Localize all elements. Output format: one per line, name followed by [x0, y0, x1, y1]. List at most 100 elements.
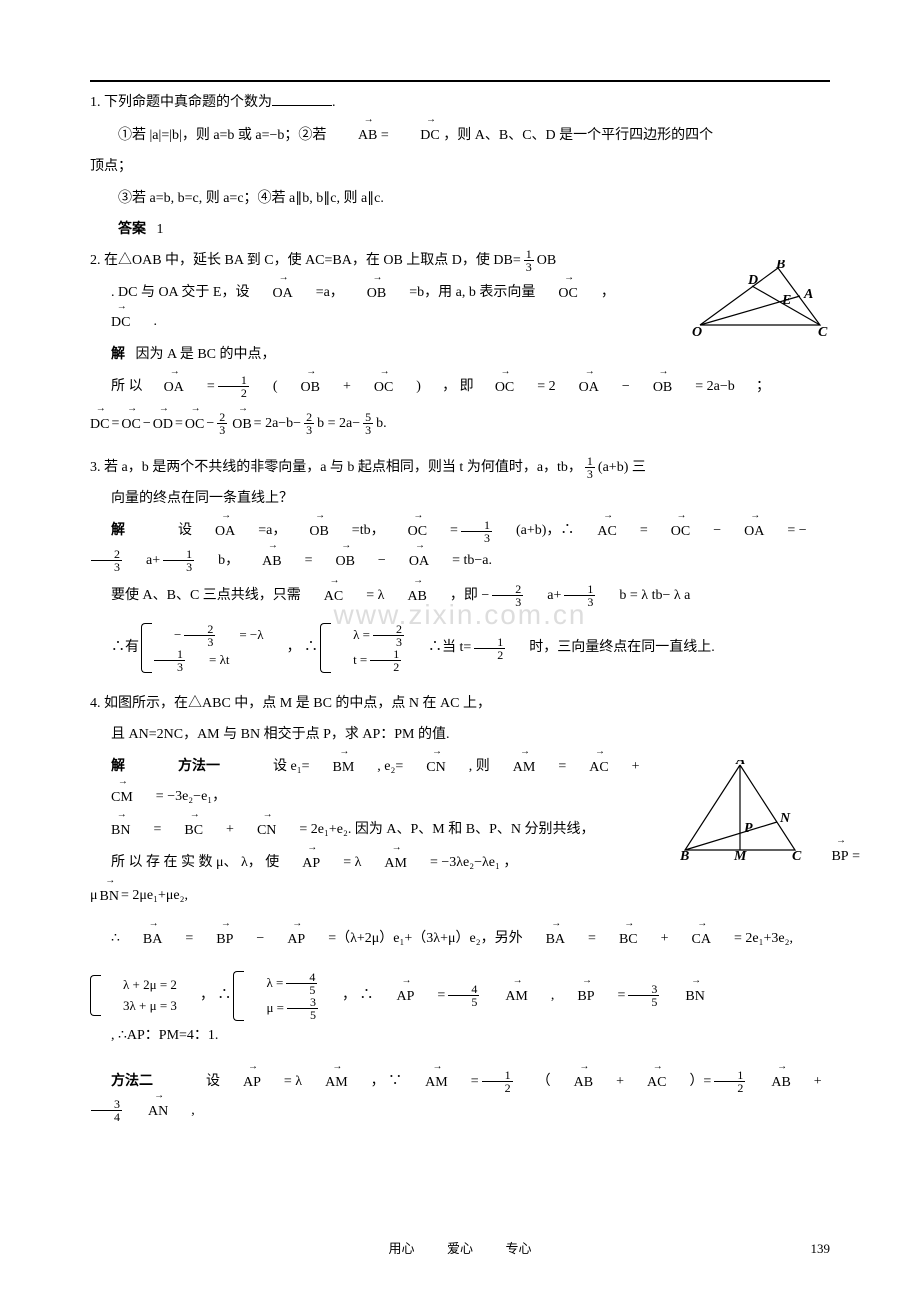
vAP: AP — [281, 849, 320, 876]
fr: 专心 — [506, 1241, 532, 1256]
vOA4: OA — [194, 517, 235, 544]
vec-AB: AB — [330, 121, 377, 148]
q3l1j: b， — [197, 548, 239, 573]
frac53: 53 — [363, 411, 373, 436]
vAM5: AM — [404, 1068, 448, 1095]
q4-figure: A B M C N P BP = — [680, 760, 830, 869]
svg-text:C: C — [818, 325, 828, 340]
b2r1t: λ = — [332, 625, 370, 646]
frac13c: 13 — [461, 519, 492, 544]
vDC3: DC — [90, 410, 109, 437]
svg-text:C: C — [792, 849, 802, 860]
answer-value: 1 — [157, 222, 164, 237]
vCN2: CN — [236, 816, 276, 843]
q3l2a: 要使 A、B、C 三点共线，只需 — [90, 583, 301, 608]
vec-DC2: DC — [90, 308, 130, 335]
vOC2: OC — [353, 373, 393, 400]
fb2a: 23 — [373, 623, 404, 648]
q4-sb: 且 AN=2NC，AM 与 BN 相交于点 P，求 AP：PM 的值. — [90, 722, 640, 747]
brace2: λ = 23 t = 12 — [320, 623, 405, 673]
lp: ( — [252, 374, 278, 399]
q4m1n: μ — [90, 883, 98, 908]
b4r2t: μ = — [245, 998, 284, 1019]
eq2a: = 2 — [516, 374, 555, 399]
plus1: + — [322, 374, 351, 399]
b1r2: 13 = λt — [153, 648, 264, 673]
q4m1q: = — [164, 926, 193, 951]
q4m1l: 方法一 — [157, 754, 220, 779]
q3l3a: ∴有 — [90, 635, 139, 660]
q2-sb4: ， — [580, 280, 615, 305]
vBPtr: BP — [831, 842, 848, 869]
q2-sb3: =b，用 a, b 表示向量 — [388, 280, 535, 305]
q4m1v: = 2e₁+3e₂, — [713, 926, 793, 951]
frac-1-3a: 13 — [524, 248, 534, 273]
q2-l2a: 所 以 — [90, 374, 143, 399]
q4m1e: + — [611, 754, 640, 779]
q3l1d: = — [429, 518, 458, 543]
vAC: AC — [576, 517, 616, 544]
q4m1za: , — [530, 983, 555, 1008]
q4m1k: = λ — [322, 850, 361, 875]
svg-text:P: P — [744, 821, 753, 836]
frac13b: 13 — [585, 455, 595, 480]
vOA5: OA — [723, 517, 764, 544]
frac23b: 23 — [304, 411, 314, 436]
eq1: = — [186, 374, 215, 399]
q4-m1n: μ BN = 2μe₁+μe₂, — [90, 882, 830, 909]
vOC4: OC — [121, 410, 140, 437]
q1-opt1: ①若 |a|=|b|，则 a=b 或 a=−b；②若 AB = DC ，则 A、… — [90, 121, 830, 148]
q3-l3: ∴有 −23 = −λ 13 = λt ， ∴ λ = 23 t = 12 ∴当… — [90, 623, 830, 673]
q2-l2m: ， 即 — [421, 374, 474, 399]
q3l3m: ， ∴ — [266, 635, 319, 660]
q4m1s: =（λ+2μ）e₁+（3λ+μ）e₂，另外 — [307, 926, 522, 951]
vec-DC: DC — [392, 121, 439, 148]
vOB4: OB — [232, 410, 251, 437]
q4m1l2: = −3λe₂−λe₁ ， — [409, 850, 517, 875]
q4m1g: = — [132, 817, 161, 842]
q4-brace: λ + 2μ = 2 3λ + μ = 3 ， ∴ λ = 45 μ = 35 … — [90, 971, 830, 1048]
frac23d: 23 — [492, 583, 523, 608]
vAP2: AP — [266, 925, 305, 952]
svg-text:N: N — [779, 811, 791, 826]
vAC2: AC — [303, 582, 343, 609]
q4-m1a: 解 方法一 设 e₁= BM , e₂= CN , 则 AM = AC + CM… — [90, 753, 640, 809]
l3c: = — [175, 411, 183, 436]
q3l1h: = − — [766, 518, 806, 543]
l3a: = — [111, 411, 119, 436]
svg-text:O: O — [692, 325, 702, 340]
sol-label: 解 — [111, 347, 125, 362]
vBP: BP — [195, 925, 233, 952]
b4r2: μ = 35 — [245, 996, 319, 1021]
vCN: CN — [405, 753, 445, 780]
vAP4: AP — [222, 1068, 261, 1095]
bp-trail: BP = — [831, 842, 860, 869]
q2-stem-b: . DC 与 OA 交于 E，设 OA =a， OB =b，用 a, b 表示向… — [90, 279, 650, 335]
eq2b: − — [601, 374, 630, 399]
q2-sb5: . — [132, 309, 157, 334]
q3sa: 3. 若 a，b 是两个不共线的非零向量，a 与 b 起点相同，则当 t 为何值… — [90, 455, 582, 480]
triangle2-svg: A B M C N P — [680, 760, 830, 860]
q2-s1: 因为 A 是 BC 的中点， — [136, 347, 276, 362]
frac12b: 12 — [474, 636, 505, 661]
l3h: b. — [376, 411, 387, 436]
svg-text:E: E — [781, 293, 791, 308]
q4m2e: （ — [516, 1069, 551, 1094]
vOD: OD — [153, 410, 173, 437]
brace1: −23 = −λ 13 = λt — [141, 623, 264, 673]
vBN3: BN — [664, 982, 704, 1009]
footer-center: 用心 爱心 专心 — [90, 1237, 830, 1260]
q4m1x: ， ∴ — [321, 983, 374, 1008]
q3-l1: 解 设 OA =a， OB =tb， OC = 13 (a+b)，∴ AC = … — [90, 517, 830, 573]
b2r1: λ = 23 — [332, 623, 405, 648]
q3l1e: (a+b)，∴ — [495, 518, 574, 543]
q1-answer: 答案 1 — [90, 217, 830, 242]
q2-sb2: =a， — [295, 280, 344, 305]
q1-opt1c: 顶点； — [90, 154, 830, 179]
q2-line2: 所 以 OA = 12 ( OB + OC ) ， 即 OC = 2 OA − … — [90, 373, 770, 400]
footer: 用心 爱心 专心 139 — [90, 1237, 830, 1260]
vAB3: AB — [386, 582, 426, 609]
svg-text:A: A — [803, 287, 813, 302]
frac23c: 23 — [91, 548, 122, 573]
top-rule — [90, 80, 830, 82]
